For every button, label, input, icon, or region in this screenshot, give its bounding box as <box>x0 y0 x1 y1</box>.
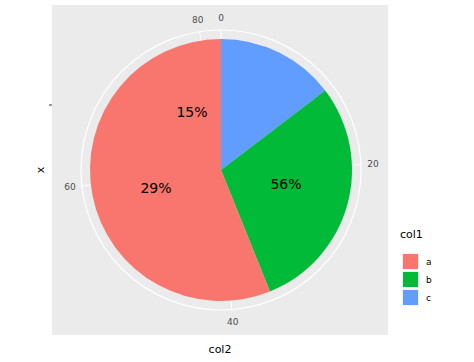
svg-text:56%: 56% <box>270 176 301 192</box>
svg-text:15%: 15% <box>176 104 207 120</box>
svg-text:c: c <box>426 293 431 303</box>
svg-text:col1: col1 <box>400 228 423 241</box>
svg-text:60: 60 <box>64 182 76 192</box>
svg-text:b: b <box>426 275 432 285</box>
svg-text:29%: 29% <box>140 180 171 196</box>
svg-text:x: x <box>34 166 47 173</box>
svg-text:80: 80 <box>192 15 204 25</box>
svg-text:a: a <box>426 257 432 267</box>
svg-text:40: 40 <box>227 317 239 327</box>
svg-text:col2: col2 <box>209 343 232 356</box>
svg-text:20: 20 <box>367 159 379 169</box>
svg-text:0: 0 <box>218 13 224 23</box>
